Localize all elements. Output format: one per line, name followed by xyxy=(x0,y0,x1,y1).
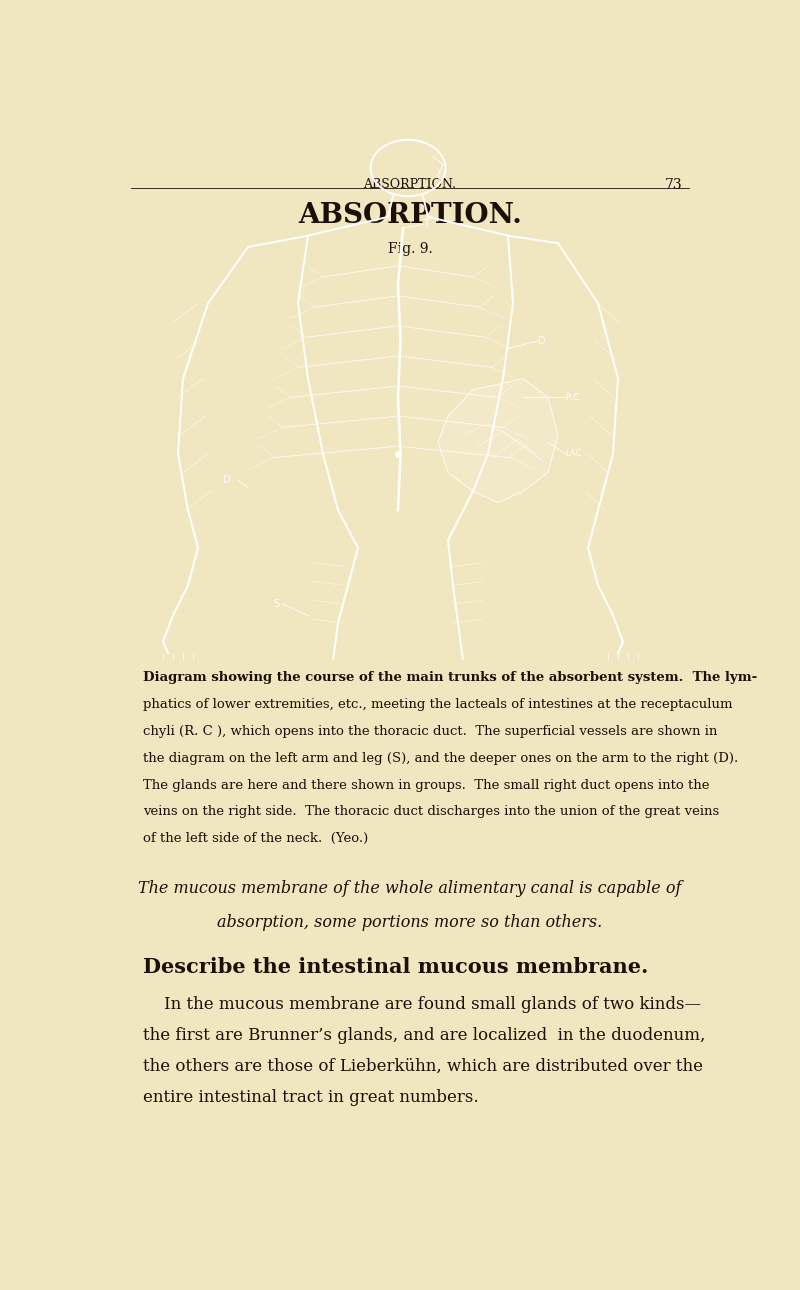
Text: veins on the right side.  The thoracic duct discharges into the union of the gre: veins on the right side. The thoracic du… xyxy=(143,805,720,818)
Text: T: T xyxy=(423,219,429,230)
Text: Fig. 9.: Fig. 9. xyxy=(388,243,432,257)
Text: ABSORPTION.: ABSORPTION. xyxy=(298,203,522,230)
Text: Diagram showing the course of the main trunks of the absorbent system.  The lym-: Diagram showing the course of the main t… xyxy=(143,671,758,684)
Text: R.C.: R.C. xyxy=(566,393,582,401)
Text: D: D xyxy=(538,335,546,346)
Text: entire intestinal tract in great numbers.: entire intestinal tract in great numbers… xyxy=(143,1089,479,1106)
Text: the diagram on the left arm and leg (S), and the deeper ones on the arm to the r: the diagram on the left arm and leg (S),… xyxy=(143,752,738,765)
Text: Describe the intestinal mucous membrane.: Describe the intestinal mucous membrane. xyxy=(143,957,649,978)
Text: In the mucous membrane are found small glands of two kinds—: In the mucous membrane are found small g… xyxy=(143,996,702,1013)
Text: the others are those of Lieberkühn, which are distributed over the: the others are those of Lieberkühn, whic… xyxy=(143,1058,703,1075)
Text: The mucous membrane of the whole alimentary canal is capable of: The mucous membrane of the whole aliment… xyxy=(138,880,682,897)
Text: 73: 73 xyxy=(665,178,682,192)
Text: absorption, some portions more so than others.: absorption, some portions more so than o… xyxy=(218,913,602,930)
Text: D: D xyxy=(223,475,230,485)
Text: phatics of lower extremities, etc., meeting the lacteals of intestines at the re: phatics of lower extremities, etc., meet… xyxy=(143,698,733,711)
Text: LAC: LAC xyxy=(566,449,582,458)
Text: The glands are here and there shown in groups.  The small right duct opens into : The glands are here and there shown in g… xyxy=(143,779,710,792)
Text: S: S xyxy=(273,599,279,609)
Text: ABSORPTION.: ABSORPTION. xyxy=(363,178,457,191)
Text: the first are Brunner’s glands, and are localized  in the duodenum,: the first are Brunner’s glands, and are … xyxy=(143,1027,706,1044)
Text: chyli (R. C ), which opens into the thoracic duct.  The superficial vessels are : chyli (R. C ), which opens into the thor… xyxy=(143,725,718,738)
Text: of the left side of the neck.  (Yeo.): of the left side of the neck. (Yeo.) xyxy=(143,832,369,845)
Polygon shape xyxy=(438,378,558,503)
